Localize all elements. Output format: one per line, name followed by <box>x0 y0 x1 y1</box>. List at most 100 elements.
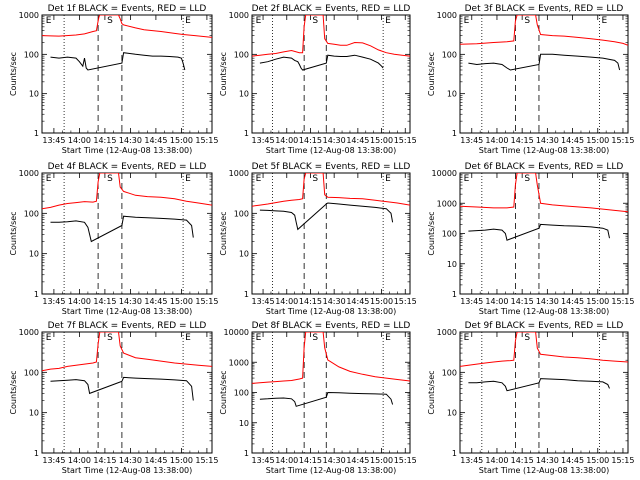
plot-frame <box>251 172 411 295</box>
marker-label-s: S <box>107 16 113 26</box>
series-line-events <box>259 391 394 407</box>
series-line-lld <box>460 332 628 367</box>
y-tick-label: 1 <box>452 129 457 138</box>
marker-label-e-left: E <box>46 16 52 26</box>
x-tick-label: 15:00 <box>370 136 393 145</box>
panel-title: Det 2f BLACK = Events, RED = LLD <box>252 4 411 14</box>
x-tick-label: 15:15 <box>611 456 634 465</box>
marker-label-s: S <box>312 333 318 343</box>
plot-frame <box>41 331 213 454</box>
y-axis-label: Counts/sec <box>427 370 436 414</box>
x-tick-label: 14:00 <box>68 136 91 145</box>
marker-label-e-right: E <box>601 174 607 184</box>
x-tick-label: 14:30 <box>119 297 142 306</box>
x-tick-label: 14:45 <box>561 297 584 306</box>
panel-title: Det 7f BLACK = Events, RED = LLD <box>48 321 207 331</box>
panel-title: Det 9f BLACK = Events, RED = LLD <box>465 321 624 331</box>
x-tick-label: 14:15 <box>93 456 116 465</box>
x-tick-label: 15:00 <box>586 456 609 465</box>
x-axis-label: Start Time (12-Aug-08 13:38:00) <box>479 146 610 155</box>
plot-panel-8: Det 8f BLACK = Events, RED = LLD E S E 1 10 10… <box>219 321 417 475</box>
y-tick-label: 100 <box>24 209 39 218</box>
x-tick-label: 14:45 <box>561 456 584 465</box>
y-tick-label: 10000 <box>224 328 249 337</box>
y-tick-label: 1000 <box>19 169 39 178</box>
y-tick-label: 10 <box>447 90 457 99</box>
x-tick-label: 14:00 <box>68 456 91 465</box>
series-line-events <box>468 223 610 241</box>
y-tick-label: 1 <box>34 290 39 299</box>
y-tick-label: 100 <box>442 230 457 239</box>
x-axis-label: Start Time (12-Aug-08 13:38:00) <box>479 466 610 475</box>
x-tick-label: 14:00 <box>275 297 298 306</box>
panel-title: Det 3f BLACK = Events, RED = LLD <box>465 4 624 14</box>
x-tick-label: 14:45 <box>144 297 167 306</box>
panel-title: Det 5f BLACK = Events, RED = LLD <box>252 162 411 172</box>
x-tick-label: 13:45 <box>460 297 483 306</box>
x-tick-label: 14:00 <box>275 136 298 145</box>
plot-panel-7: Det 7f BLACK = Events, RED = LLD E S E 1 10 10… <box>9 321 218 475</box>
x-axis-label: Start Time (12-Aug-08 13:38:00) <box>62 146 193 155</box>
x-tick-label: 14:30 <box>323 297 346 306</box>
x-tick-label: 14:15 <box>299 456 322 465</box>
x-tick-label: 14:45 <box>346 297 369 306</box>
x-tick-label: 13:45 <box>42 297 65 306</box>
series-line-lld <box>42 173 212 210</box>
x-tick-label: 13:45 <box>42 456 65 465</box>
y-tick-label: 1 <box>34 449 39 458</box>
x-tick-label: 14:15 <box>511 297 534 306</box>
y-tick-label: 1000 <box>437 199 457 208</box>
x-tick-label: 14:30 <box>536 456 559 465</box>
plot-frame <box>459 14 629 134</box>
marker-label-s: S <box>524 333 530 343</box>
x-tick-label: 14:45 <box>144 136 167 145</box>
series-line-lld <box>42 332 212 372</box>
x-tick-label: 14:15 <box>299 136 322 145</box>
series-line-events <box>50 52 186 71</box>
y-tick-label: 1 <box>452 449 457 458</box>
x-tick-label: 15:00 <box>370 456 393 465</box>
x-axis-label: Start Time (12-Aug-08 13:38:00) <box>266 307 397 316</box>
plot-panel-4: Det 4f BLACK = Events, RED = LLD E S E 1 10 10… <box>9 162 218 316</box>
series-line-events <box>50 215 194 243</box>
series-line-lld <box>252 332 410 384</box>
marker-label-e-left: E <box>464 174 470 184</box>
y-tick-label: 1000 <box>437 328 457 337</box>
x-tick-label: 13:45 <box>460 136 483 145</box>
plot-panel-3: Det 3f BLACK = Events, RED = LLD E S E 1 10 10… <box>427 4 634 155</box>
panel-title: Det 8f BLACK = Events, RED = LLD <box>252 321 411 331</box>
x-tick-label: 15:00 <box>170 297 193 306</box>
x-tick-label: 14:00 <box>68 297 91 306</box>
x-tick-label: 14:00 <box>485 136 508 145</box>
y-tick-label: 1000 <box>19 11 39 20</box>
marker-label-e-right: E <box>601 16 607 26</box>
series-line-events <box>259 54 384 71</box>
x-tick-label: 15:15 <box>611 297 634 306</box>
y-tick-label: 1000 <box>229 169 249 178</box>
y-tick-label: 100 <box>24 50 39 59</box>
panel-title: Det 6f BLACK = Events, RED = LLD <box>465 162 624 172</box>
marker-label-s: S <box>107 333 113 343</box>
plot-frame <box>459 172 629 295</box>
marker-label-e-right: E <box>185 333 191 343</box>
x-tick-label: 14:45 <box>144 456 167 465</box>
x-tick-label: 14:45 <box>346 456 369 465</box>
series-line-events <box>468 378 610 392</box>
marker-label-e-right: E <box>385 16 391 26</box>
marker-label-s: S <box>312 16 318 26</box>
x-tick-label: 14:30 <box>119 456 142 465</box>
plot-panel-5: Det 5f BLACK = Events, RED = LLD E S E 1 10 10… <box>219 162 417 316</box>
y-tick-label: 10000 <box>432 169 457 178</box>
marker-label-e-left: E <box>256 333 262 343</box>
y-tick-label: 1 <box>34 129 39 138</box>
x-tick-label: 14:45 <box>561 136 584 145</box>
plot-panel-9: Det 9f BLACK = Events, RED = LLD E S E 1 10 10… <box>427 321 634 475</box>
x-tick-label: 15:00 <box>586 136 609 145</box>
y-tick-label: 1 <box>244 290 249 299</box>
x-tick-label: 15:15 <box>394 136 417 145</box>
y-tick-label: 10 <box>447 409 457 418</box>
y-tick-label: 1000 <box>19 328 39 337</box>
y-tick-label: 1 <box>452 290 457 299</box>
x-tick-label: 14:15 <box>511 456 534 465</box>
y-axis-label: Counts/sec <box>427 211 436 255</box>
